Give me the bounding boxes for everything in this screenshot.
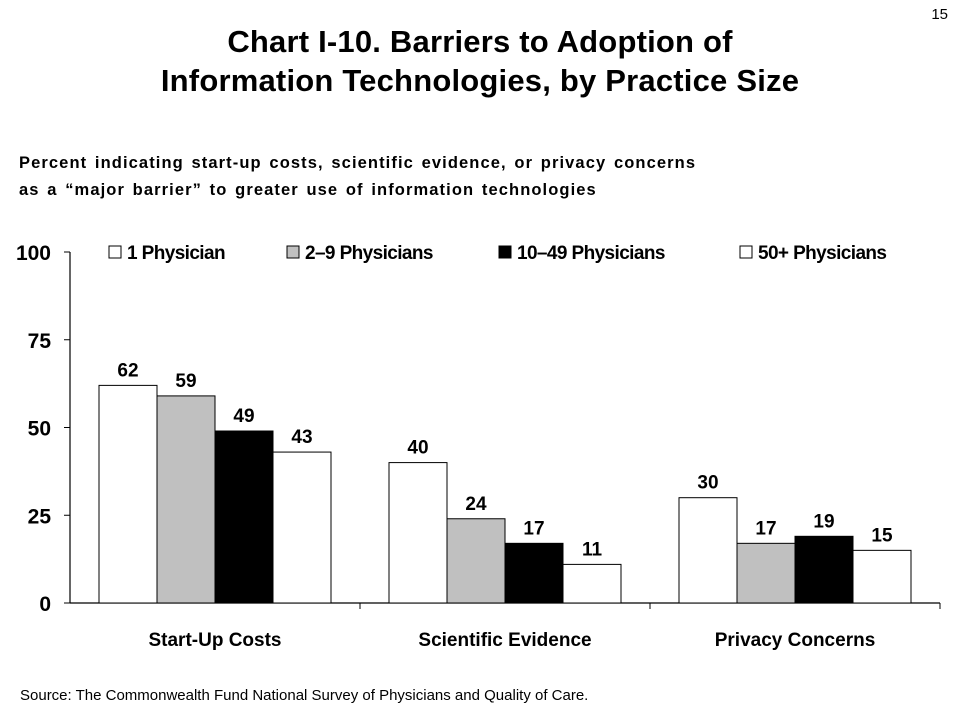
data-label: 24 <box>465 494 487 515</box>
y-tick-label: 0 <box>39 593 51 616</box>
bar <box>678 497 738 604</box>
bar <box>272 451 332 604</box>
page-number: 15 <box>931 6 948 23</box>
bar <box>388 462 448 604</box>
data-label: 43 <box>291 427 312 448</box>
source-note: Source: The Commonwealth Fund National S… <box>20 687 589 704</box>
legend-label: 50+ Physicians <box>758 243 886 264</box>
legend-swatch <box>739 245 753 259</box>
chart-title-line-2: Information Technologies, by Practice Si… <box>160 63 800 98</box>
bar <box>446 518 506 604</box>
y-tick-label: 25 <box>28 505 52 528</box>
bar <box>156 395 216 604</box>
chart-subtitle-line-2: as a “major barrier” to greater use of i… <box>19 181 597 199</box>
y-tick-label: 100 <box>16 242 51 265</box>
data-label: 49 <box>233 406 254 427</box>
data-label: 17 <box>523 518 544 539</box>
x-tick-label: Privacy Concerns <box>715 630 876 651</box>
chart-title-line-1: Chart I-10. Barriers to Adoption of <box>227 24 733 59</box>
data-label: 19 <box>813 511 834 532</box>
legend-label: 2–9 Physicians <box>305 243 433 264</box>
legend-swatch <box>286 245 300 259</box>
data-label: 40 <box>407 438 428 459</box>
y-tick-label: 75 <box>28 330 52 353</box>
chart-title: Chart I-10. Barriers to Adoption of Info… <box>0 22 960 100</box>
chart-subtitle-line-1: Percent indicating start-up costs, scien… <box>19 154 697 172</box>
data-label: 62 <box>117 360 138 381</box>
bar <box>794 535 854 604</box>
bar <box>562 563 622 604</box>
x-tick-label: Start-Up Costs <box>148 630 281 651</box>
legend-label: 1 Physician <box>127 243 225 264</box>
bar <box>852 549 912 604</box>
y-tick-label: 50 <box>28 418 51 441</box>
bar <box>736 542 796 604</box>
bar <box>98 384 158 604</box>
chart-subtitle: Percent indicating start-up costs, scien… <box>19 150 919 204</box>
data-label: 30 <box>697 473 718 494</box>
data-label: 17 <box>755 518 776 539</box>
bar <box>504 542 564 604</box>
legend-swatch <box>108 245 122 259</box>
legend-label: 10–49 Physicians <box>517 243 665 264</box>
x-tick-label: Scientific Evidence <box>418 630 591 651</box>
data-label: 59 <box>175 371 196 392</box>
bar <box>214 430 274 604</box>
data-label: 15 <box>871 525 893 546</box>
legend-swatch <box>498 245 512 259</box>
data-label: 11 <box>582 539 603 560</box>
